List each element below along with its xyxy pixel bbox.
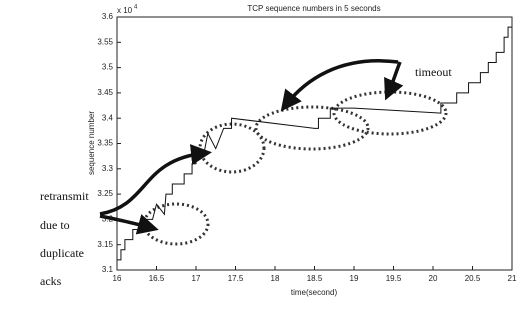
highlight-ellipse xyxy=(332,90,448,136)
y-tick-label: 3.3 xyxy=(102,164,114,173)
arrow xyxy=(99,214,159,235)
y-tick-label: 3.2 xyxy=(102,215,114,224)
y-tick-label: 3.4 xyxy=(102,113,114,122)
x-tick-label: 18 xyxy=(271,274,280,283)
highlight-ellipse xyxy=(142,202,210,246)
chart-title: TCP sequence numbers in 5 seconds xyxy=(247,4,380,13)
x-tick-label: 20 xyxy=(429,274,438,283)
y-tick-label: 3.55 xyxy=(97,37,113,46)
highlight-ellipse xyxy=(254,105,370,151)
data-line xyxy=(117,26,512,261)
y-tick-label: 3.35 xyxy=(97,139,113,148)
annotation: retransmit xyxy=(40,189,89,203)
arrow xyxy=(384,61,404,101)
x-tick-label: 18.5 xyxy=(307,274,323,283)
axis-multiplier-exponent: 4 xyxy=(134,5,138,11)
arrow xyxy=(99,144,212,216)
x-tick-label: 20.5 xyxy=(465,274,481,283)
annotation: acks xyxy=(40,274,62,288)
x-tick-label: 17 xyxy=(192,274,201,283)
annotation: timeout xyxy=(415,65,452,79)
plot-frame xyxy=(116,16,513,271)
annotation: duplicate xyxy=(40,246,84,260)
x-tick-label: 16.5 xyxy=(149,274,165,283)
x-axis-label: time(second) xyxy=(291,288,338,297)
y-tick-label: 3.15 xyxy=(97,240,113,249)
x-tick-label: 19 xyxy=(350,274,359,283)
x-tick-label: 16 xyxy=(113,274,122,283)
y-tick-label: 3.5 xyxy=(102,63,114,72)
y-tick-label: 3.1 xyxy=(102,265,114,274)
annotation: due to xyxy=(40,218,70,232)
arrow xyxy=(280,59,399,112)
y-tick-label: 3.6 xyxy=(102,12,114,21)
y-tick-label: 3.45 xyxy=(97,88,113,97)
axis-multiplier: x 10 xyxy=(117,6,133,15)
y-axis-label: sequence number xyxy=(87,111,96,175)
x-tick-label: 21 xyxy=(508,274,517,283)
y-tick-label: 3.25 xyxy=(97,189,113,198)
highlight-ellipse xyxy=(198,122,266,174)
x-tick-label: 19.5 xyxy=(386,274,402,283)
x-tick-label: 17.5 xyxy=(228,274,244,283)
